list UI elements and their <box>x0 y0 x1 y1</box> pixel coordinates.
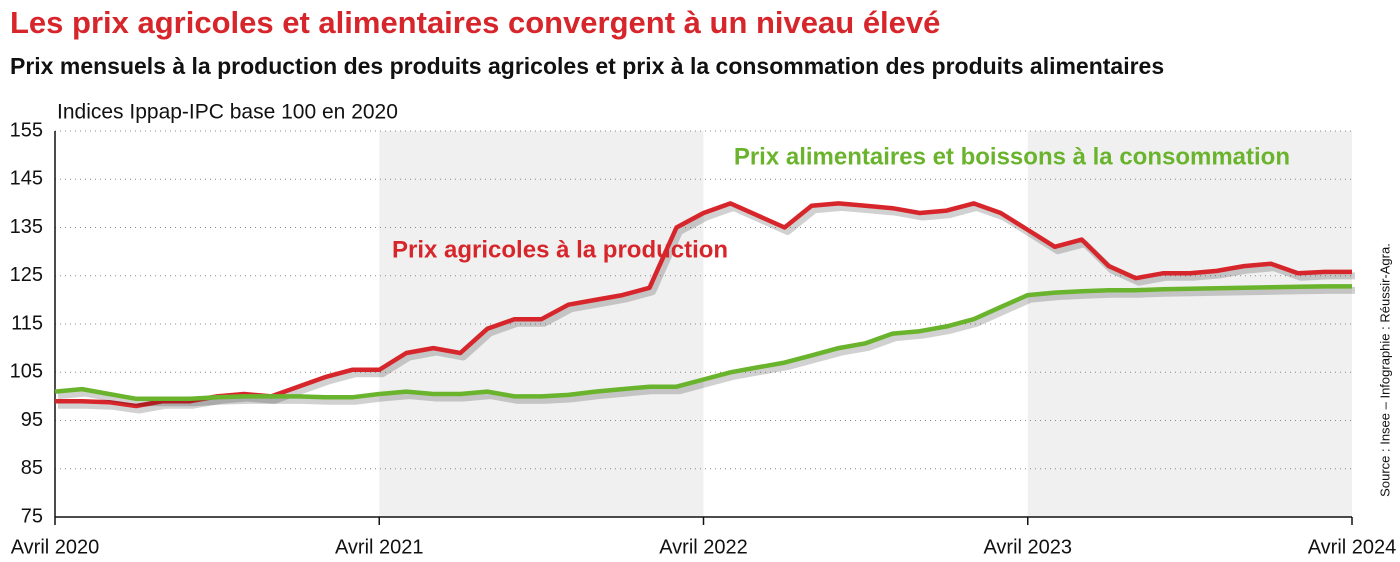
y-axis-label: Indices Ippap-IPC base 100 en 2020 <box>57 101 398 124</box>
series-label: Prix alimentaires et boissons à la conso… <box>734 143 1290 170</box>
y-tick-label: 145 <box>10 168 43 190</box>
chart-subtitle: Prix mensuels à la production des produi… <box>10 53 1164 79</box>
chart-title: Les prix agricoles et alimentaires conve… <box>10 5 940 40</box>
source: Source : Insee – Infographie : Réussir-A… <box>1377 243 1392 497</box>
band <box>1027 131 1352 517</box>
x-tick-label: Avril 2024 <box>1308 536 1397 558</box>
y-tick-label: 155 <box>10 119 43 141</box>
x-tick-label: Avril 2020 <box>11 536 100 558</box>
y-tick-label: 105 <box>10 361 43 383</box>
y-tick-label: 95 <box>21 409 43 431</box>
x-tick-label: Avril 2022 <box>659 536 748 558</box>
y-tick-label: 135 <box>10 216 43 238</box>
y-tick-label: 115 <box>11 312 43 334</box>
y-tick-label: 85 <box>21 457 43 479</box>
x-tick-label: Avril 2021 <box>335 536 424 558</box>
line-shadow <box>57 286 1355 407</box>
series-label: Prix agricoles à la production <box>392 236 728 263</box>
series-line <box>54 284 1352 402</box>
y-tick-label: 125 <box>10 264 43 286</box>
line-shadow <box>58 203 1355 414</box>
y-tick-label: 75 <box>21 505 43 527</box>
band <box>379 131 704 517</box>
x-tick-label: Avril 2023 <box>983 536 1072 558</box>
